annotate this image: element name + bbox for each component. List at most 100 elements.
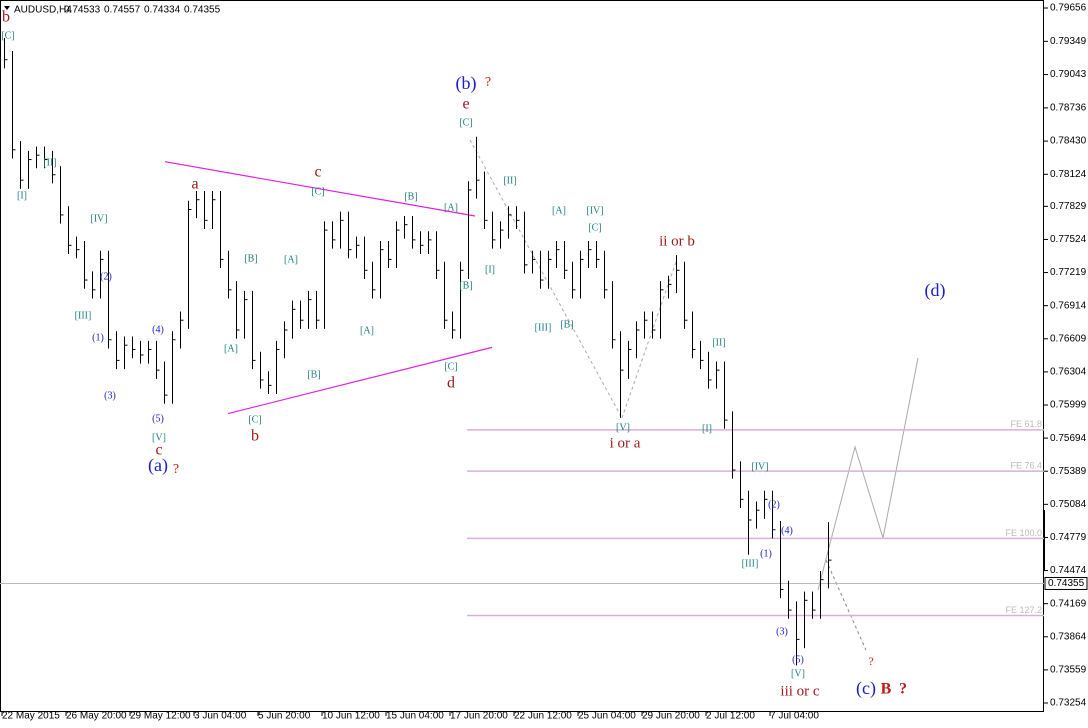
- wave-label: [B]: [244, 253, 257, 264]
- menu-arrow: [4, 6, 10, 10]
- y-tick-label: 0.79349: [1050, 36, 1087, 47]
- bar-close: 0.74355: [184, 5, 221, 16]
- wave-label: (3): [104, 390, 116, 401]
- wave-label: (a): [148, 455, 168, 476]
- wave-label: [A]: [360, 325, 374, 336]
- wave-label: [A]: [444, 202, 458, 213]
- wave-label: (2): [768, 499, 780, 510]
- trendline: [164, 161, 476, 217]
- symbol: AUDUSD,H4: [14, 5, 72, 16]
- x-tick-label: 3 Jun 04:00: [194, 711, 247, 722]
- x-tick-label: 15 Jun 04:00: [386, 711, 444, 722]
- wave-label: [I]: [702, 423, 712, 434]
- x-tick-label: 7 Jul 04:00: [770, 711, 819, 722]
- wave-label: b: [2, 9, 10, 26]
- bar-low: 0.74334: [144, 5, 181, 16]
- y-tick-label: 0.75389: [1050, 466, 1087, 477]
- wave-label: b: [251, 428, 259, 445]
- wave-label: ?: [173, 462, 179, 477]
- x-tick-label: 29 Jun 20:00: [642, 711, 700, 722]
- wave-label: [V]: [616, 422, 630, 433]
- wave-label: [II]: [503, 175, 516, 186]
- trendline: [227, 346, 493, 415]
- wave-label: ?: [485, 75, 491, 90]
- x-tick-label: 5 Jun 20:00: [258, 711, 311, 722]
- wave-label: [C]: [1, 30, 14, 41]
- wave-label: (5): [152, 413, 164, 424]
- y-tick-label: 0.75084: [1050, 499, 1087, 510]
- last-price-box: [1044, 576, 1088, 590]
- y-tick-label: 0.78736: [1050, 103, 1087, 114]
- wave-label: [A]: [284, 254, 298, 265]
- y-tick-label: 0.74779: [1050, 532, 1087, 543]
- wave-label: [III]: [75, 310, 92, 321]
- projection-dash: [825, 559, 867, 651]
- wave-label: (4): [152, 324, 164, 335]
- wave-label: (5): [792, 654, 804, 665]
- wave-label: (1): [92, 332, 104, 343]
- y-tick-label: 0.75694: [1050, 433, 1087, 444]
- wave-label: ii or b: [659, 233, 695, 249]
- y-tick-label: 0.73559: [1050, 665, 1087, 676]
- wave-label: [B]: [307, 369, 320, 380]
- x-tick-label: 29 May 12:00: [130, 711, 191, 722]
- fib-label: FE 61.8: [1010, 419, 1042, 429]
- wave-label: [V]: [152, 432, 166, 443]
- wave-label: [C]: [311, 186, 324, 197]
- x-tick-label: 10 Jun 12:00: [322, 711, 380, 722]
- wave-label: (2): [100, 271, 112, 282]
- y-tick-label: 0.78430: [1050, 136, 1087, 147]
- x-tick-label: 25 Jun 04:00: [578, 711, 636, 722]
- x-tick-label: 22 May 2015: [2, 711, 60, 722]
- x-tick-label: 26 May 20:00: [66, 711, 127, 722]
- wave-label: (3): [776, 626, 788, 637]
- y-tick-label: 0.77829: [1050, 201, 1087, 212]
- plot-frame: [0, 0, 1044, 712]
- wave-label: (1): [760, 548, 772, 559]
- y-tick-label: 0.75999: [1050, 400, 1087, 411]
- wave-label: c: [155, 442, 162, 459]
- wave-label: [IV]: [751, 461, 768, 472]
- wave-label: d: [447, 375, 455, 392]
- wave-label: [IV]: [586, 205, 603, 216]
- wave-label: [V]: [791, 668, 805, 679]
- wave-label: [I]: [17, 190, 27, 201]
- wave-label: e: [462, 96, 469, 113]
- wave-label: [B]: [560, 319, 573, 330]
- wave-label: [II]: [712, 337, 725, 348]
- wave-label: iii or c: [780, 683, 819, 699]
- y-tick-label: 0.76609: [1050, 333, 1087, 344]
- y-tick-label: 0.74474: [1050, 565, 1087, 576]
- wave-label: [I]: [485, 264, 495, 275]
- fib-label: FE 76.4: [1010, 460, 1042, 470]
- layer: 0.79656 0.79349 0.79043 0.78736 0.78430 0.781…: [0, 3, 1088, 722]
- y-tick-label: 0.78124: [1050, 169, 1087, 180]
- x-tick-label: 22 Jun 12:00: [514, 711, 572, 722]
- wave-label: [B]: [459, 280, 472, 291]
- wave-label: (4): [781, 525, 793, 536]
- wave-label: [II]: [43, 157, 56, 168]
- y-tick-label: 0.77219: [1050, 267, 1087, 278]
- wave-label: (d): [925, 280, 946, 301]
- y-tick-label: 0.73254: [1050, 698, 1087, 709]
- y-tick-label: 0.76914: [1050, 300, 1087, 311]
- wave-label: [C]: [459, 117, 472, 128]
- wave-label: [III]: [742, 558, 759, 569]
- wave-label: (c): [856, 678, 876, 699]
- bar-open: 0.74533: [64, 5, 101, 16]
- wave-label: [C]: [588, 222, 601, 233]
- wave-label: [A]: [552, 205, 566, 216]
- projection-path: [817, 357, 919, 591]
- fib-label: FE 127.2: [1005, 605, 1042, 615]
- bar-high: 0.74557: [104, 5, 141, 16]
- wave-label: [A]: [224, 343, 238, 354]
- wave-label: i or a: [610, 435, 641, 451]
- wave-label: [B]: [404, 191, 417, 202]
- projection: [469, 139, 919, 651]
- wave-label: ?: [868, 654, 873, 668]
- wave-label: [IV]: [90, 213, 107, 224]
- y-tick-label: 0.79043: [1050, 69, 1087, 80]
- wave-label: (b): [456, 73, 477, 94]
- wave-label: ?: [899, 681, 907, 698]
